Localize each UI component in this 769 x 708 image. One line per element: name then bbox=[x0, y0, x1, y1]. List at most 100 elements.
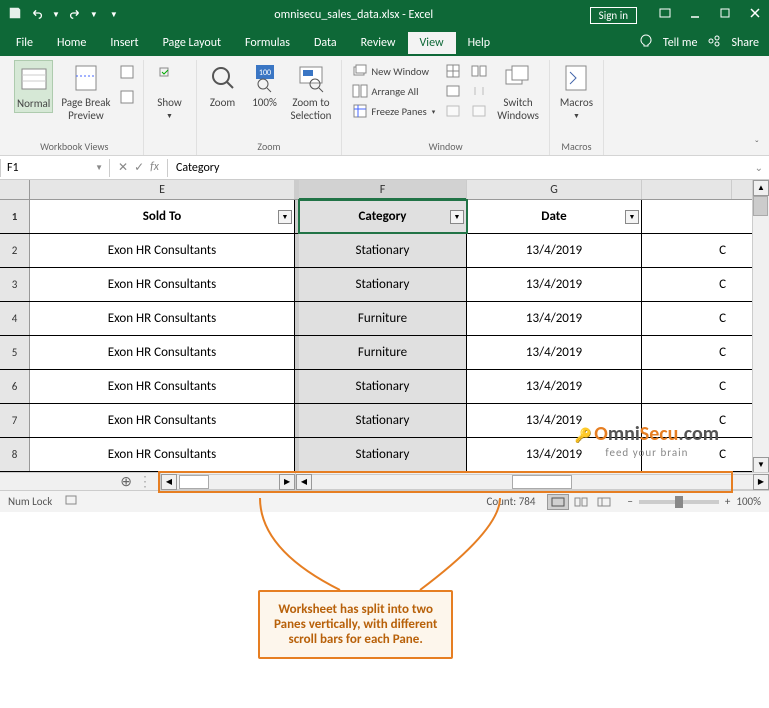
cell[interactable]: Stationary bbox=[299, 370, 467, 403]
custom-views-icon[interactable] bbox=[119, 89, 135, 110]
filter-icon[interactable]: ▼ bbox=[625, 210, 639, 224]
new-window-button[interactable]: New Window bbox=[350, 62, 437, 80]
row-header[interactable]: 2 bbox=[0, 234, 30, 267]
cell[interactable]: C bbox=[642, 370, 732, 403]
redo-icon[interactable] bbox=[68, 6, 82, 24]
filter-icon[interactable]: ▼ bbox=[278, 210, 292, 224]
row-header[interactable]: 5 bbox=[0, 336, 30, 369]
close-icon[interactable] bbox=[749, 7, 761, 23]
row-header[interactable]: 7 bbox=[0, 404, 30, 437]
tab-home[interactable]: Home bbox=[45, 32, 98, 54]
qat-customize-icon[interactable]: ▼ bbox=[110, 10, 118, 20]
cell[interactable]: Furniture bbox=[299, 336, 467, 369]
fx-icon[interactable]: fx bbox=[150, 160, 159, 175]
cell[interactable]: C bbox=[642, 336, 732, 369]
cell[interactable]: Exon HR Consultants bbox=[30, 404, 295, 437]
normal-view-status-icon[interactable] bbox=[547, 494, 569, 510]
cancel-icon[interactable]: ✕ bbox=[118, 160, 128, 175]
signin-button[interactable]: Sign in bbox=[590, 7, 637, 24]
hide-button[interactable] bbox=[443, 82, 463, 100]
tab-data[interactable]: Data bbox=[302, 32, 349, 54]
row-header[interactable]: 1 bbox=[0, 200, 30, 233]
cell[interactable]: Stationary bbox=[299, 438, 467, 471]
cell[interactable]: 13/4/2019 bbox=[467, 302, 642, 335]
show-button[interactable]: Show ▼ bbox=[152, 60, 188, 122]
split-button[interactable] bbox=[443, 62, 463, 80]
page-layout-status-icon[interactable] bbox=[570, 494, 592, 510]
cell[interactable]: 13/4/2019 bbox=[467, 234, 642, 267]
cell[interactable]: Stationary bbox=[299, 404, 467, 437]
cell[interactable]: C bbox=[642, 268, 732, 301]
filter-icon[interactable]: ▼ bbox=[450, 210, 464, 224]
save-icon[interactable] bbox=[8, 6, 22, 24]
cell[interactable]: Sold To▼ bbox=[30, 200, 295, 233]
scroll-right-icon[interactable]: ▶ bbox=[753, 474, 769, 490]
page-layout-icon[interactable] bbox=[119, 64, 135, 85]
tab-page-layout[interactable]: Page Layout bbox=[151, 32, 233, 54]
macros-button[interactable]: Macros ▼ bbox=[558, 60, 595, 122]
switch-windows-button[interactable]: Switch Windows bbox=[495, 60, 541, 124]
zoom-100-button[interactable]: 100 100% bbox=[247, 60, 283, 111]
add-sheet-icon[interactable]: ⊕ bbox=[120, 473, 132, 490]
cell[interactable]: Exon HR Consultants bbox=[30, 268, 295, 301]
tab-formulas[interactable]: Formulas bbox=[233, 32, 302, 54]
cell[interactable]: Exon HR Consultants bbox=[30, 336, 295, 369]
zoom-button[interactable]: Zoom bbox=[205, 60, 241, 111]
scroll-right-icon[interactable]: ▶ bbox=[279, 474, 295, 490]
hscroll-thumb-right[interactable] bbox=[512, 475, 572, 489]
cell[interactable]: C bbox=[642, 438, 732, 471]
normal-view-button[interactable]: Normal bbox=[14, 60, 53, 113]
row-header[interactable]: 6 bbox=[0, 370, 30, 403]
cell[interactable]: Stationary bbox=[299, 234, 467, 267]
scroll-up-icon[interactable]: ▲ bbox=[753, 180, 769, 196]
cell[interactable]: 13/4/2019 bbox=[467, 370, 642, 403]
cell[interactable]: Exon HR Consultants bbox=[30, 302, 295, 335]
unhide-button[interactable] bbox=[443, 102, 463, 120]
cell[interactable]: C bbox=[642, 234, 732, 267]
col-header-h[interactable] bbox=[642, 180, 732, 199]
tab-insert[interactable]: Insert bbox=[98, 32, 150, 54]
chevron-down-icon[interactable]: ▼ bbox=[95, 163, 103, 173]
row-header[interactable]: 4 bbox=[0, 302, 30, 335]
cell[interactable]: C bbox=[642, 404, 732, 437]
page-break-button[interactable]: Page Break Preview bbox=[59, 60, 112, 124]
undo-icon[interactable] bbox=[30, 6, 44, 24]
cell[interactable]: C bbox=[642, 302, 732, 335]
tab-help[interactable]: Help bbox=[456, 32, 503, 54]
cell[interactable]: Exon HR Consultants bbox=[30, 234, 295, 267]
zoom-slider[interactable] bbox=[639, 500, 719, 504]
vertical-scrollbar[interactable]: ▲ ▼ bbox=[752, 180, 769, 473]
arrange-all-button[interactable]: Arrange All bbox=[350, 82, 437, 100]
macro-record-icon[interactable] bbox=[64, 493, 78, 510]
reset-window-button[interactable] bbox=[469, 102, 489, 120]
row-header[interactable]: 8 bbox=[0, 438, 30, 471]
cell[interactable]: Furniture bbox=[299, 302, 467, 335]
scroll-down-icon[interactable]: ▼ bbox=[753, 457, 769, 473]
col-header-f[interactable]: F bbox=[299, 180, 467, 199]
cell[interactable]: 13/4/2019 bbox=[467, 438, 642, 471]
cell[interactable] bbox=[642, 200, 732, 233]
cell[interactable]: Date▼ bbox=[467, 200, 642, 233]
zoom-in-icon[interactable]: + bbox=[725, 495, 730, 508]
enter-icon[interactable]: ✓ bbox=[134, 160, 144, 175]
tab-review[interactable]: Review bbox=[349, 32, 408, 54]
collapse-ribbon-icon[interactable]: ˇ bbox=[751, 134, 763, 155]
sync-scroll-button[interactable] bbox=[469, 82, 489, 100]
cell[interactable]: Category▼ bbox=[299, 200, 467, 233]
page-break-status-icon[interactable] bbox=[593, 494, 615, 510]
tab-file[interactable]: File bbox=[4, 32, 45, 54]
redo-dropdown-icon[interactable]: ▼ bbox=[90, 10, 98, 20]
minimize-icon[interactable] bbox=[689, 7, 701, 23]
maximize-icon[interactable] bbox=[719, 7, 731, 23]
share-button[interactable]: Share bbox=[725, 32, 765, 54]
zoom-selection-button[interactable]: Zoom to Selection bbox=[289, 60, 334, 124]
name-box[interactable]: F1 ▼ bbox=[0, 159, 110, 177]
cell[interactable]: 13/4/2019 bbox=[467, 336, 642, 369]
select-all-corner[interactable] bbox=[0, 180, 30, 199]
zoom-out-icon[interactable]: − bbox=[627, 495, 632, 508]
expand-formula-icon[interactable]: ⌄ bbox=[749, 161, 769, 174]
row-header[interactable]: 3 bbox=[0, 268, 30, 301]
cell[interactable]: Exon HR Consultants bbox=[30, 370, 295, 403]
tellme-button[interactable]: Tell me bbox=[657, 32, 704, 54]
cell[interactable]: Stationary bbox=[299, 268, 467, 301]
